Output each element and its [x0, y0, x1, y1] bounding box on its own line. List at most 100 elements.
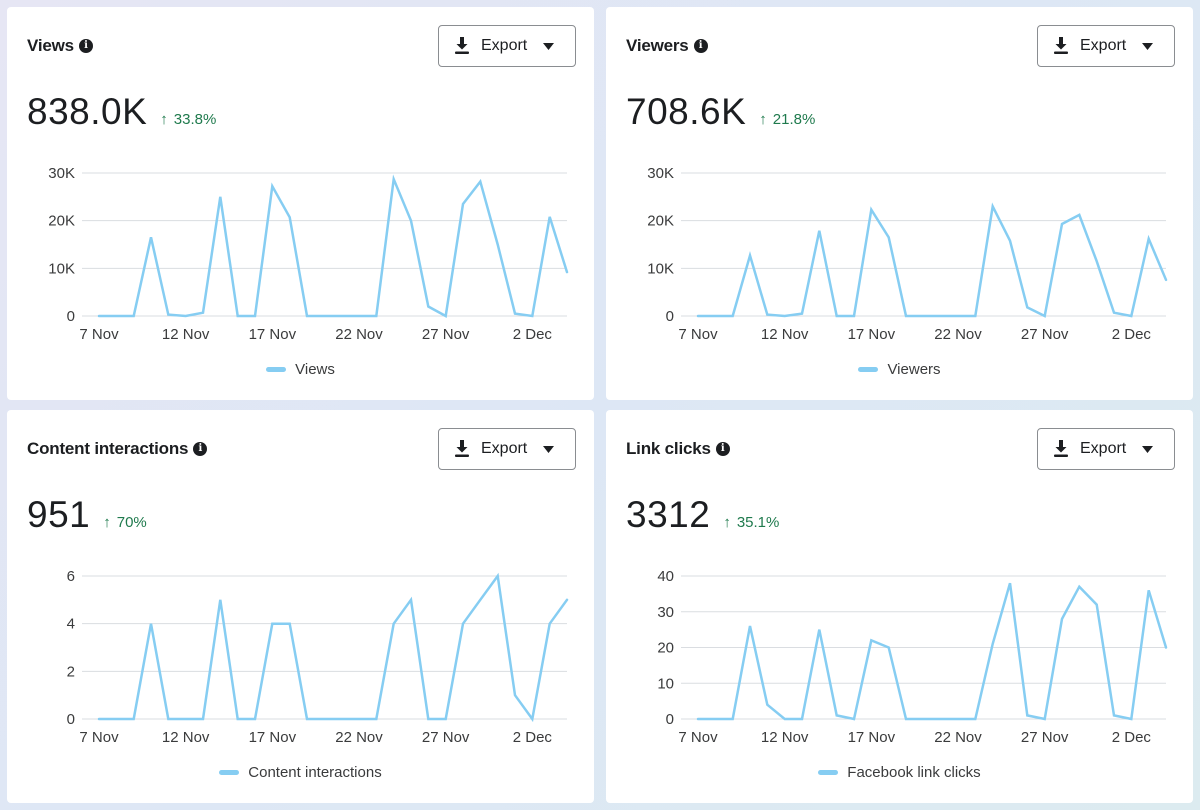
x-tick-label: 2 Dec: [1112, 326, 1152, 343]
y-tick-label: 10K: [48, 260, 75, 277]
y-tick-label: 20K: [647, 213, 674, 230]
y-tick-label: 40: [657, 568, 674, 585]
x-tick-label: 27 Nov: [1021, 729, 1069, 746]
series-line: [696, 202, 1168, 318]
info-icon[interactable]: i: [715, 442, 730, 456]
download-icon: [455, 440, 469, 457]
y-tick-label: 20: [657, 640, 674, 657]
x-tick-label: 17 Nov: [848, 326, 896, 343]
y-tick-label: 10: [657, 675, 674, 692]
y-tick-label: 30K: [48, 165, 75, 182]
download-icon: [455, 37, 469, 54]
chart-legend: Views: [7, 361, 594, 378]
caret-down-icon: [1142, 445, 1154, 453]
download-icon: [1054, 440, 1068, 457]
chart-legend: Facebook link clicks: [606, 764, 1193, 781]
caret-down-icon: [1142, 42, 1154, 50]
x-tick-label: 22 Nov: [335, 729, 383, 746]
export-button[interactable]: Export: [1037, 25, 1175, 67]
y-tick-label: 4: [67, 616, 75, 633]
card-title: Content interactions i: [27, 439, 208, 459]
export-label: Export: [481, 37, 528, 54]
metric-value: 3312: [626, 494, 711, 535]
metric-value: 951: [27, 494, 91, 535]
series-line: [97, 174, 569, 318]
card-title-text: Viewers: [626, 36, 689, 55]
arrow-up-icon: ↑: [103, 514, 111, 531]
y-tick-label: 30: [657, 604, 674, 621]
legend-swatch: [858, 367, 879, 372]
caret-down-icon: [543, 445, 555, 453]
export-label: Export: [1080, 37, 1127, 54]
x-tick-label: 7 Nov: [79, 729, 119, 746]
x-tick-label: 22 Nov: [335, 326, 383, 343]
metric-change-value: 35.1%: [736, 514, 780, 531]
metric: 3312 ↑ 35.1%: [626, 494, 779, 536]
x-tick-label: 7 Nov: [678, 729, 718, 746]
arrow-up-icon: ↑: [759, 111, 767, 128]
card-title: Link clicks i: [626, 439, 730, 459]
x-tick-label: 12 Nov: [761, 326, 809, 343]
y-tick-label: 0: [666, 308, 674, 325]
x-tick-label: 2 Dec: [513, 326, 553, 343]
legend-swatch: [818, 770, 839, 775]
metric: 708.6K ↑ 21.8%: [626, 91, 815, 133]
y-tick-label: 30K: [647, 165, 674, 182]
metric: 838.0K ↑ 33.8%: [27, 91, 216, 133]
card-title-text: Content interactions: [27, 439, 189, 458]
export-button[interactable]: Export: [1037, 428, 1175, 470]
export-label: Export: [481, 440, 528, 457]
x-tick-label: 22 Nov: [934, 729, 982, 746]
y-tick-label: 6: [67, 568, 75, 585]
views-card: Views i Export 838.0K ↑ 33.8% 0 10K 20K 30K…: [7, 7, 594, 400]
content-interactions-chart: 0 2 4 6 7 Nov 12 Nov 17 Nov 22 Nov 27 Nov 2 Dec: [67, 568, 569, 746]
series-line: [696, 582, 1168, 721]
metric-change-value: 21.8%: [772, 111, 816, 128]
card-title: Views i: [27, 36, 93, 56]
arrow-up-icon: ↑: [160, 111, 168, 128]
download-icon: [1054, 37, 1068, 54]
link-clicks-card: Link clicks i Export 3312 ↑ 35.1% 0 10 20 3…: [606, 410, 1193, 803]
info-icon[interactable]: i: [693, 39, 708, 53]
viewers-chart: 0 10K 20K 30K 7 Nov 12 Nov 17 Nov 22 Nov 27 Nov 2…: [647, 165, 1168, 343]
x-tick-label: 27 Nov: [1021, 326, 1069, 343]
y-tick-label: 2: [67, 663, 75, 680]
legend-label: Viewers: [887, 361, 941, 378]
viewers-card: Viewers i Export 708.6K ↑ 21.8% 0 10K 20K 3…: [606, 7, 1193, 400]
x-tick-label: 7 Nov: [79, 326, 119, 343]
x-tick-label: 17 Nov: [249, 326, 297, 343]
x-tick-label: 12 Nov: [162, 326, 210, 343]
x-tick-label: 17 Nov: [249, 729, 297, 746]
info-icon[interactable]: i: [193, 442, 208, 456]
export-label: Export: [1080, 440, 1127, 457]
views-chart: 0 10K 20K 30K 7 Nov 12 Nov 17 Nov 22 Nov 27 Nov 2…: [48, 165, 569, 343]
export-button[interactable]: Export: [438, 428, 576, 470]
export-button[interactable]: Export: [438, 25, 576, 67]
metric-change: ↑ 21.8%: [759, 111, 815, 128]
metric-change: ↑ 33.8%: [160, 111, 216, 128]
x-tick-label: 22 Nov: [934, 326, 982, 343]
x-tick-label: 7 Nov: [678, 326, 718, 343]
legend-label: Facebook link clicks: [847, 764, 981, 781]
legend-swatch: [266, 367, 287, 372]
y-tick-label: 0: [67, 308, 75, 325]
y-tick-label: 10K: [647, 260, 674, 277]
arrow-up-icon: ↑: [723, 514, 731, 531]
x-tick-label: 12 Nov: [761, 729, 809, 746]
x-tick-label: 27 Nov: [422, 326, 470, 343]
x-tick-label: 2 Dec: [1112, 729, 1152, 746]
x-tick-label: 17 Nov: [848, 729, 896, 746]
content-interactions-card: Content interactions i Export 951 ↑ 70% …: [7, 410, 594, 803]
legend-label: Content interactions: [248, 764, 382, 781]
metric-change-value: 70%: [116, 514, 147, 531]
info-icon[interactable]: i: [78, 39, 93, 53]
x-tick-label: 12 Nov: [162, 729, 210, 746]
metric-value: 708.6K: [626, 91, 747, 132]
metric-change-value: 33.8%: [173, 111, 217, 128]
chart-legend: Content interactions: [7, 764, 594, 781]
metric-change: ↑ 70%: [103, 514, 147, 531]
y-tick-label: 0: [666, 711, 674, 728]
y-tick-label: 0: [67, 711, 75, 728]
x-tick-label: 2 Dec: [513, 729, 553, 746]
card-title: Viewers i: [626, 36, 708, 56]
